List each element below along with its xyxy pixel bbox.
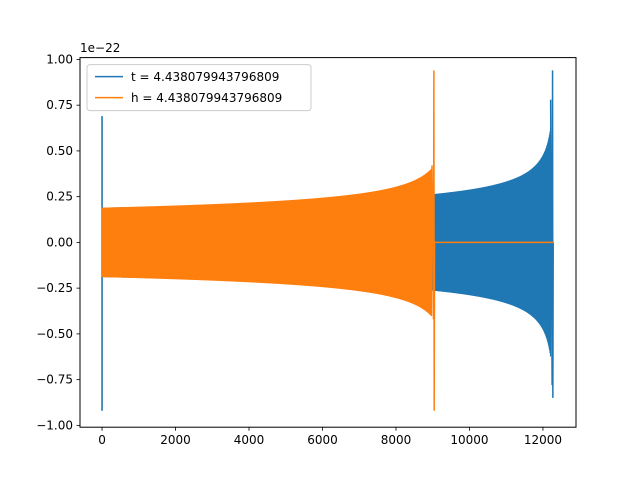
series-band (101, 168, 433, 317)
x-tick-label: 10000 (450, 433, 488, 447)
y-tick-label: 0.25 (46, 190, 73, 204)
x-axis: 0 2000 4000 6000 8000 10000 12000 (98, 427, 562, 447)
y-tick-label: 0.75 (46, 98, 73, 112)
legend-label: t = 4.438079943796809 (131, 70, 279, 84)
x-tick-label: 12000 (524, 433, 562, 447)
plot-area (79, 57, 577, 428)
series-1 (101, 70, 554, 411)
y-tick-label: −0.75 (36, 373, 73, 387)
x-tick-label: 8000 (381, 433, 412, 447)
legend-box (86, 64, 312, 112)
series-layer (101, 70, 554, 411)
x-tick-label: 2000 (160, 433, 191, 447)
y-tick-label: 1.00 (46, 52, 73, 66)
x-tick-label: 0 (98, 433, 106, 447)
y-tick-label: −1.00 (36, 418, 73, 432)
merger-peak (549, 70, 554, 398)
merger-peak (431, 70, 436, 411)
y-offset-text: 1e−22 (80, 41, 120, 55)
y-tick-label: 0.00 (46, 235, 73, 249)
y-axis: −1.00 −0.75 −0.50 −0.25 0.00 0.25 0.50 0.75 1.00 (36, 52, 80, 432)
y-tick-label: −0.25 (36, 281, 73, 295)
y-tick-label: −0.50 (36, 327, 73, 341)
legend-label: h = 4.438079943796809 (131, 91, 282, 105)
x-tick-label: 4000 (234, 433, 265, 447)
y-tick-label: 0.50 (46, 144, 73, 158)
x-tick-label: 6000 (307, 433, 338, 447)
legend: t = 4.438079943796809 h = 4.4380799437968… (86, 64, 312, 112)
